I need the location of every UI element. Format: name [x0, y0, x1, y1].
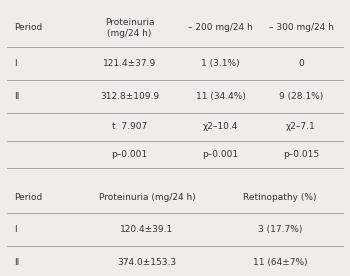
- Text: 11 (34.4%): 11 (34.4%): [196, 92, 245, 101]
- Text: Period: Period: [14, 23, 42, 32]
- Text: 1 (3.1%): 1 (3.1%): [201, 59, 240, 68]
- Text: 11 (64±7%): 11 (64±7%): [253, 258, 307, 267]
- Text: 120.4±39.1: 120.4±39.1: [120, 225, 174, 233]
- Text: 9 (28.1%): 9 (28.1%): [279, 92, 323, 101]
- Text: 312.8±109.9: 312.8±109.9: [100, 92, 159, 101]
- Text: χ2–7.1: χ2–7.1: [286, 123, 316, 131]
- Text: I: I: [14, 225, 17, 233]
- Text: – 300 mg/24 h: – 300 mg/24 h: [268, 23, 334, 32]
- Text: p–0.015: p–0.015: [283, 150, 319, 159]
- Text: p–0.001: p–0.001: [202, 150, 239, 159]
- Text: II: II: [14, 92, 19, 101]
- Text: t  7.907: t 7.907: [112, 123, 147, 131]
- Text: Period: Period: [14, 193, 42, 202]
- Text: I: I: [14, 59, 17, 68]
- Text: p–0.001: p–0.001: [111, 150, 148, 159]
- Text: χ2–10.4: χ2–10.4: [203, 123, 238, 131]
- Text: II: II: [14, 258, 19, 267]
- Text: 121.4±37.9: 121.4±37.9: [103, 59, 156, 68]
- Text: Retinopathy (%): Retinopathy (%): [243, 193, 317, 202]
- Text: 374.0±153.3: 374.0±153.3: [118, 258, 176, 267]
- Text: 3 (17.7%): 3 (17.7%): [258, 225, 302, 233]
- Text: 0: 0: [298, 59, 304, 68]
- Text: – 200 mg/24 h: – 200 mg/24 h: [188, 23, 253, 32]
- Text: Proteinuria (mg/24 h): Proteinuria (mg/24 h): [99, 193, 195, 202]
- Text: Proteinuria
(mg/24 h): Proteinuria (mg/24 h): [105, 18, 154, 38]
